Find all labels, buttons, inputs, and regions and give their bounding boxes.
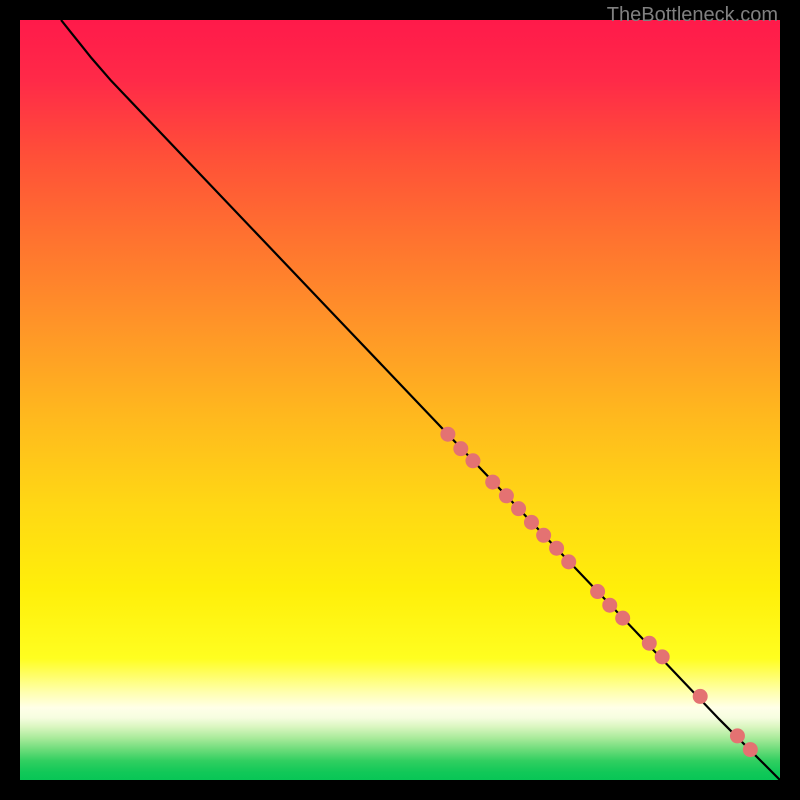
chart-container: TheBottleneck.com: [0, 0, 800, 800]
chart-svg: [20, 20, 780, 780]
marker-point: [524, 515, 539, 530]
marker-point: [590, 584, 605, 599]
marker-point: [485, 475, 500, 490]
marker-point: [511, 501, 526, 516]
marker-point: [549, 541, 564, 556]
marker-point: [440, 427, 455, 442]
marker-point: [693, 689, 708, 704]
marker-point: [655, 649, 670, 664]
marker-point: [453, 441, 468, 456]
gradient-background: [20, 20, 780, 780]
marker-point: [499, 488, 514, 503]
plot-area: [20, 20, 780, 780]
marker-point: [465, 453, 480, 468]
marker-point: [536, 528, 551, 543]
marker-point: [642, 636, 657, 651]
marker-point: [561, 554, 576, 569]
marker-point: [730, 728, 745, 743]
marker-point: [615, 611, 630, 626]
marker-point: [743, 742, 758, 757]
marker-point: [602, 598, 617, 613]
watermark-text: TheBottleneck.com: [607, 4, 778, 27]
